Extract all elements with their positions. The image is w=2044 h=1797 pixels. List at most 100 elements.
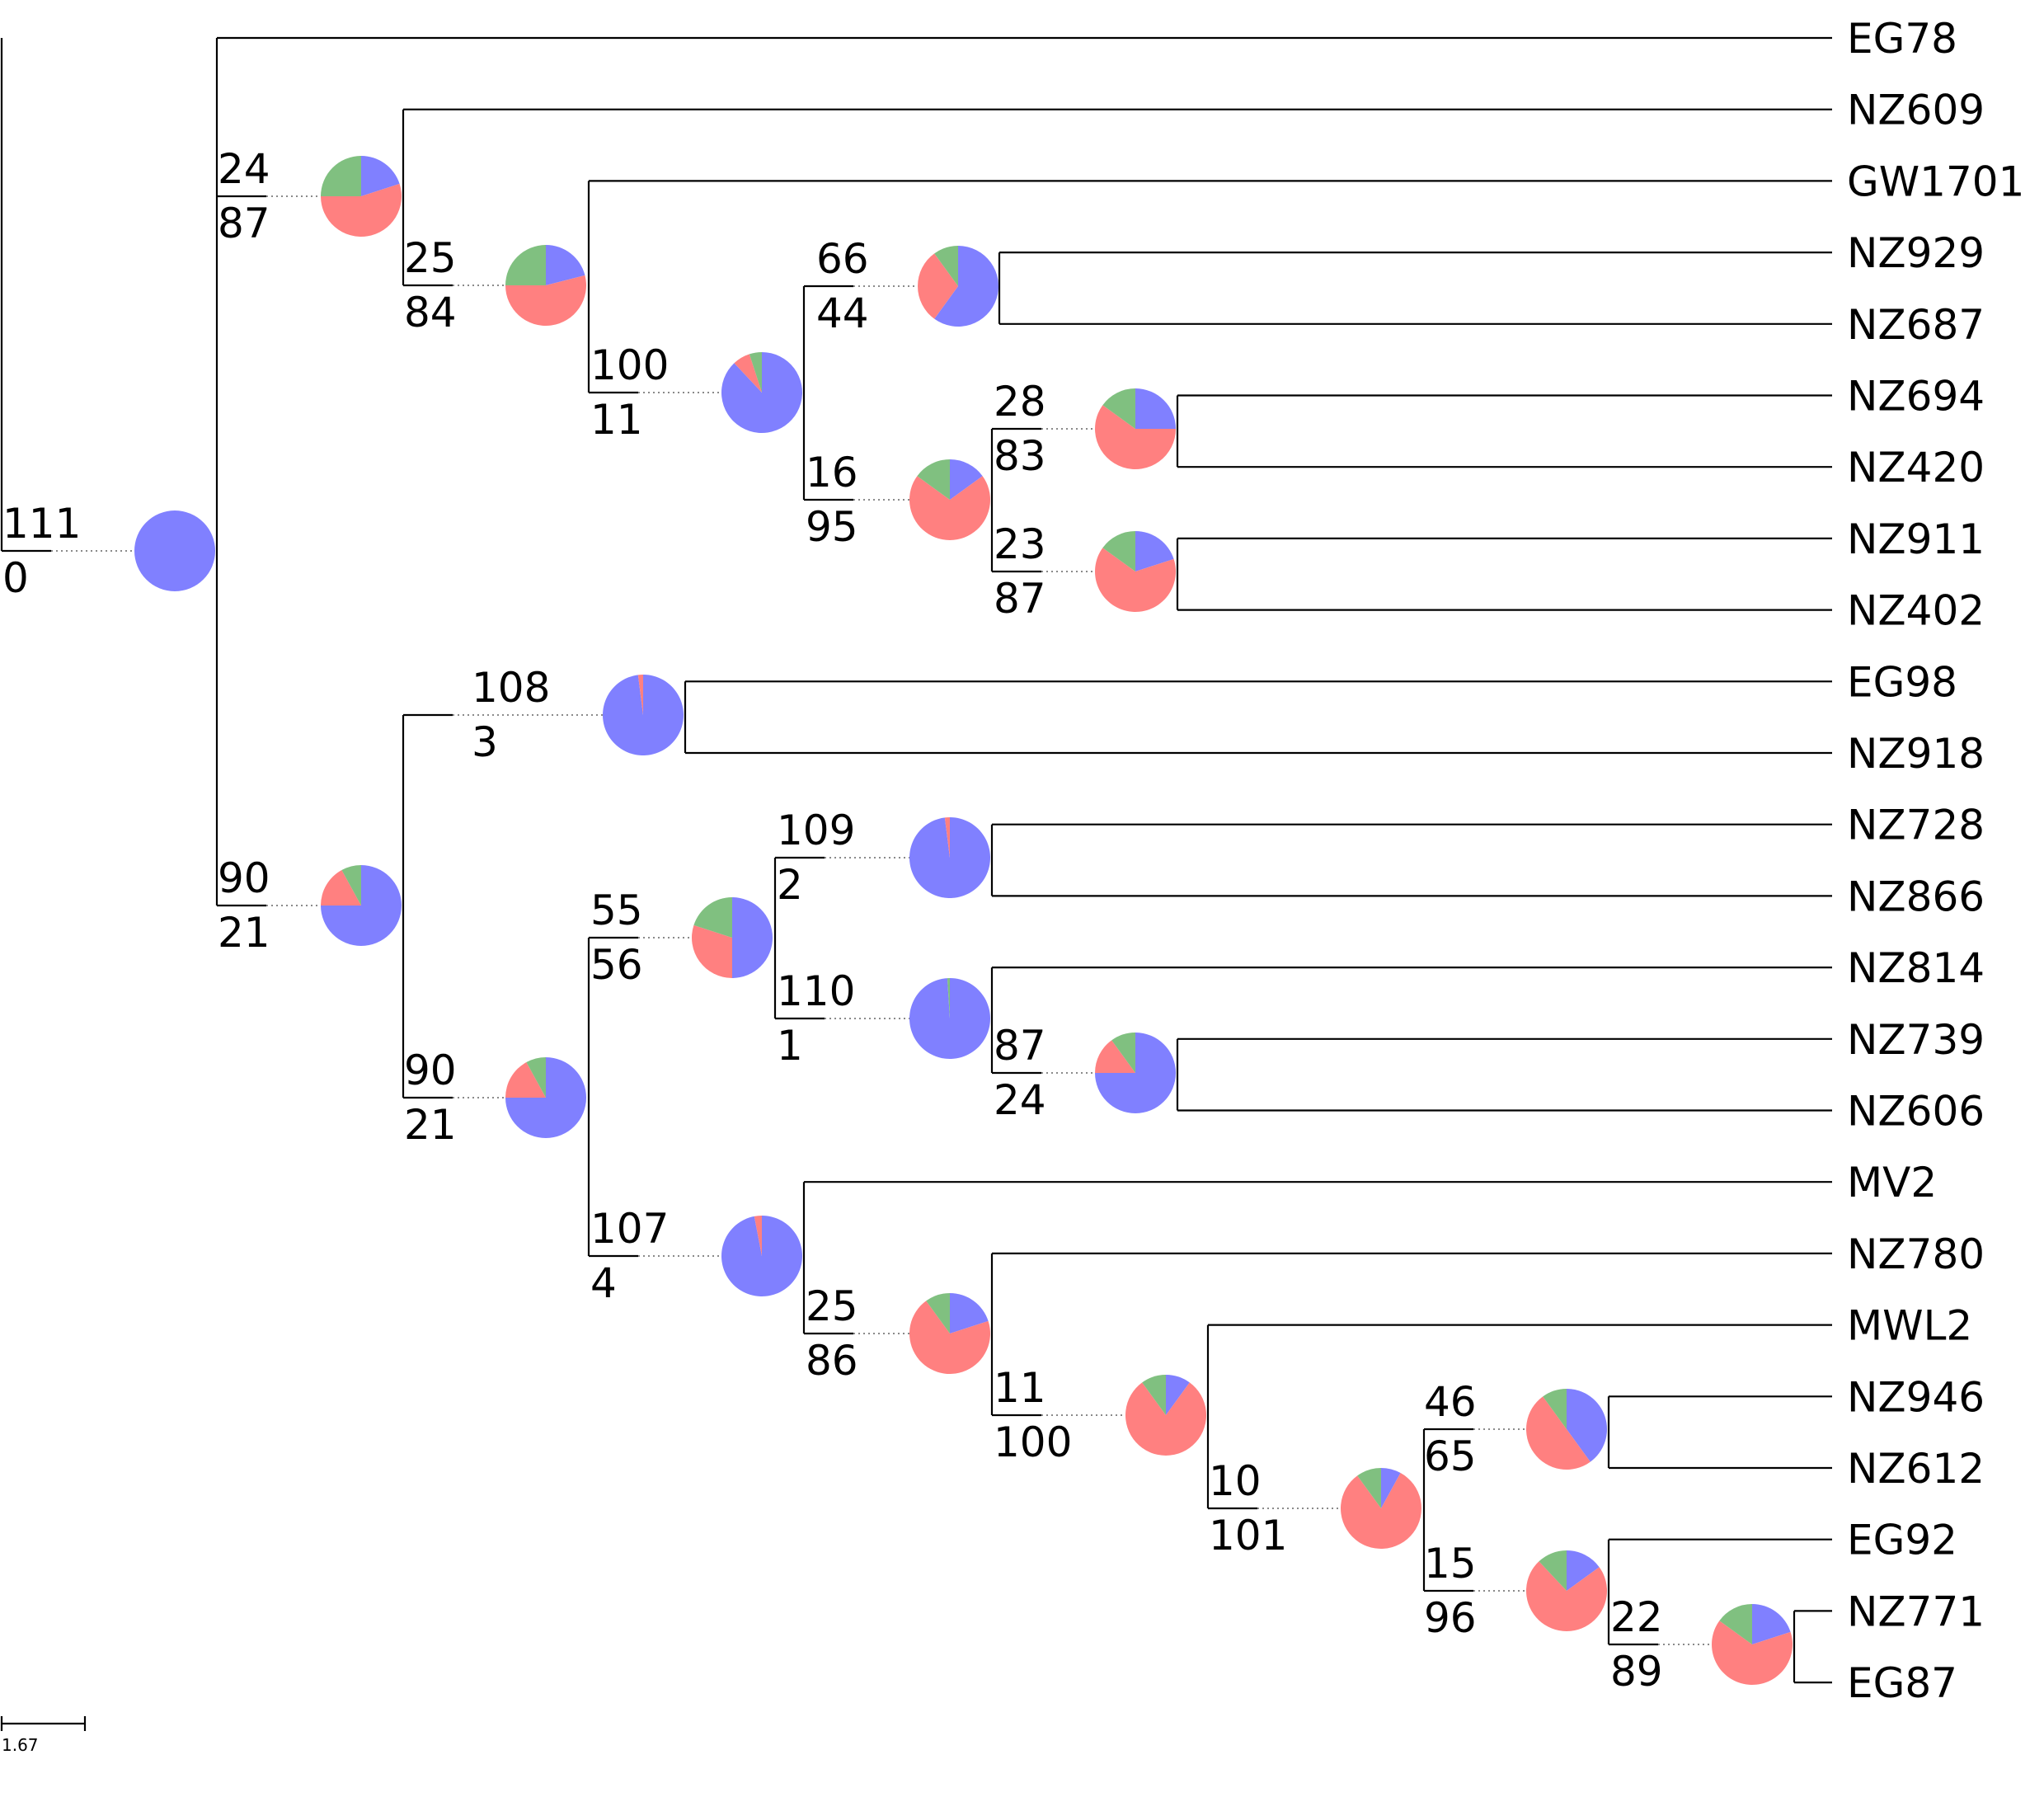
leaf-label: NZ866 — [1847, 873, 1985, 920]
pie-slice-blue — [546, 245, 585, 285]
pie-slice-red — [734, 354, 762, 393]
leaf-label: MV2 — [1847, 1159, 1937, 1207]
pie-slice-green — [926, 1293, 950, 1334]
pie-slice-blue — [732, 897, 773, 978]
pie-n12 — [909, 817, 990, 899]
pie-n8 — [321, 865, 402, 946]
pie-slice-blue — [1381, 1468, 1401, 1508]
pie-slice-red — [637, 675, 643, 715]
pie-slice-blue — [1567, 1389, 1608, 1462]
pie-slice-green — [321, 156, 361, 196]
leaf-label: NZ420 — [1847, 444, 1985, 492]
pie-slice-red — [754, 1216, 762, 1256]
pie-slice-green — [693, 897, 732, 938]
node-label-bottom-n10: 21 — [404, 1101, 457, 1149]
node-label-top-n10: 90 — [404, 1047, 457, 1094]
pie-n1 — [321, 156, 402, 238]
node-label-top-n18: 10 — [1209, 1457, 1262, 1505]
node-label-top-n9: 108 — [472, 664, 550, 712]
pie-slice-red — [1094, 405, 1176, 469]
node-label-top-n7: 23 — [994, 520, 1046, 568]
pie-n15 — [721, 1216, 802, 1296]
node-label-bottom-n15: 4 — [590, 1259, 617, 1307]
pie-slice-red — [1525, 1396, 1591, 1470]
pie-n14 — [1095, 1033, 1176, 1113]
pie-slice-blue — [602, 675, 684, 755]
node-label-bottom-n1: 87 — [218, 200, 270, 247]
pie-slice-blue — [950, 1293, 989, 1334]
leaf-label: NZ687 — [1847, 301, 1985, 349]
leaf-label: NZ694 — [1847, 373, 1985, 421]
node-label-top-n19: 46 — [1424, 1378, 1477, 1426]
pie-n16 — [909, 1293, 990, 1374]
leaf-label: NZ606 — [1847, 1088, 1985, 1136]
pie-slice-blue — [1752, 1604, 1791, 1644]
pie-slice-green — [917, 459, 950, 500]
pie-slice-red — [918, 253, 958, 319]
pie-slice-green — [1539, 1550, 1567, 1591]
pie-n9 — [602, 675, 684, 755]
pie-slice-red — [321, 870, 361, 906]
pie-slice-blue — [1166, 1375, 1190, 1415]
node-label-top-n21: 22 — [1610, 1593, 1663, 1641]
leaf-label: NZ728 — [1847, 802, 1985, 849]
node-label-top-n6: 28 — [994, 378, 1046, 426]
leaf-label: EG98 — [1847, 658, 1957, 706]
pie-slice-blue — [1567, 1550, 1600, 1591]
pie-slice-green — [1102, 388, 1135, 429]
node-label-top-n8: 90 — [218, 854, 270, 902]
pie-n20 — [1526, 1550, 1608, 1631]
pie-slice-green — [1142, 1375, 1166, 1415]
pie-slice-red — [505, 1062, 546, 1098]
node-label-top-n17: 11 — [994, 1364, 1046, 1412]
pie-n17 — [1125, 1375, 1207, 1456]
node-label-bottom-n3: 11 — [590, 396, 643, 444]
pie-slice-blue — [934, 246, 999, 327]
node-label-bottom-n6: 83 — [994, 432, 1046, 480]
node-label-bottom-n12: 2 — [777, 861, 803, 909]
pie-slice-green — [934, 246, 958, 286]
pie-slice-red — [1526, 1561, 1608, 1631]
node-label-top-n1: 24 — [218, 145, 270, 193]
pie-slice-red — [1712, 1621, 1793, 1685]
leaf-label: NZ612 — [1847, 1445, 1985, 1493]
pie-slice-blue — [721, 1216, 802, 1296]
tree-branches — [0, 36, 1832, 1684]
node-label-top-n15: 107 — [590, 1205, 669, 1253]
pie-slice-blue — [909, 978, 991, 1059]
pie-n5 — [909, 459, 990, 540]
pie-slice-red — [1094, 548, 1177, 612]
pie-slice-blue — [1135, 531, 1174, 572]
pie-n10 — [505, 1057, 586, 1138]
leaf-labels: EG78 NZ609 GW1701 NZ929 NZ687 NZ694 NZ420 NZ911… — [1847, 15, 2024, 1707]
pie-n6 — [1094, 388, 1176, 469]
pie-n19 — [1525, 1389, 1608, 1470]
node-label-bottom-n5: 95 — [806, 503, 858, 551]
pie-n11 — [692, 897, 773, 978]
pie-slice-blue — [1135, 388, 1176, 429]
pie-slice-red — [505, 275, 587, 327]
node-label-bottom-n8: 21 — [218, 909, 270, 957]
leaf-label: EG92 — [1847, 1517, 1957, 1564]
pie-slice-red — [692, 924, 732, 978]
pie-slice-blue — [134, 510, 215, 591]
node-label-top-n5: 16 — [806, 449, 858, 496]
node-label-top-n12: 109 — [777, 807, 855, 854]
pie-slice-green — [1719, 1604, 1752, 1644]
pie-slice-red — [909, 476, 990, 540]
leaf-label: MWL2 — [1847, 1302, 1972, 1350]
node-label-top-n2: 25 — [404, 234, 457, 282]
leaf-label: NZ929 — [1847, 229, 1985, 277]
pie-slice-red — [909, 1301, 990, 1374]
pie-n18 — [1341, 1468, 1421, 1549]
leaf-label: NZ814 — [1847, 944, 1985, 992]
leaf-label: NZ402 — [1847, 587, 1985, 635]
leaf-label: EG87 — [1847, 1659, 1957, 1707]
node-label-top-root: 111 — [2, 500, 81, 548]
node-label-bottom-n16: 86 — [806, 1337, 858, 1385]
pie-n4 — [918, 246, 999, 327]
node-label-top-n4: 66 — [816, 235, 869, 283]
pie-slice-green — [1102, 531, 1135, 572]
node-label-bottom-n17: 100 — [994, 1418, 1072, 1466]
node-label-bottom-n21: 89 — [1610, 1648, 1663, 1696]
